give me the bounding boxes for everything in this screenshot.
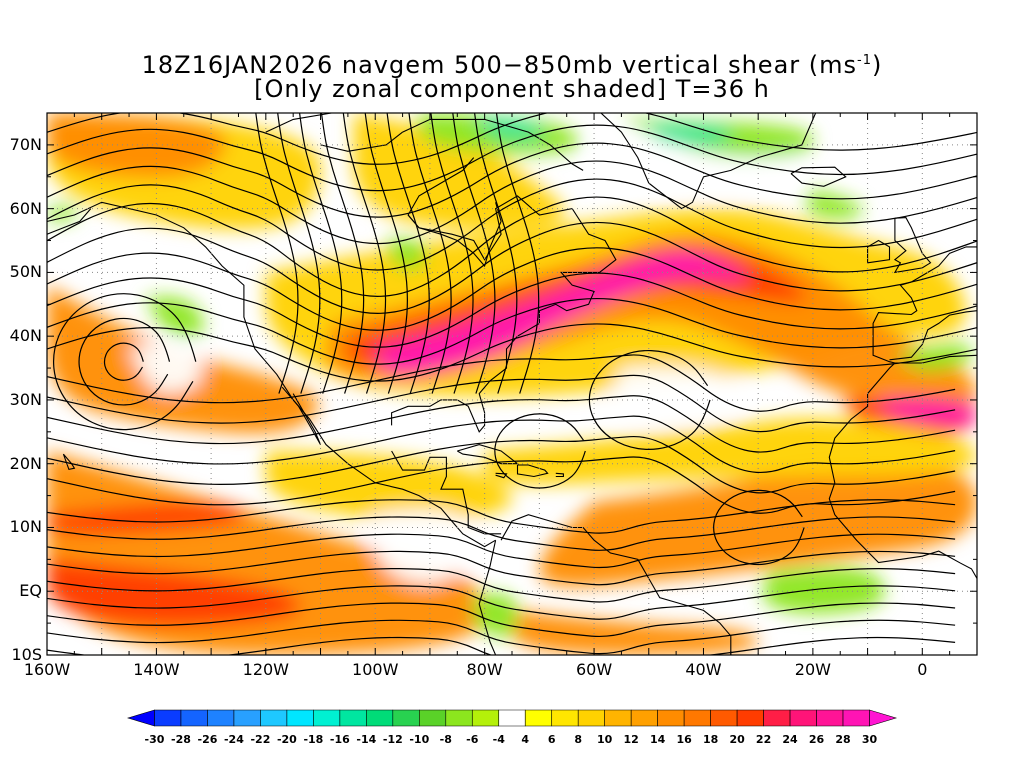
colorbar-swatch xyxy=(498,709,526,727)
colorbar-swatch xyxy=(710,709,738,727)
longitude-label: 60W xyxy=(575,660,613,679)
colorbar-tick-label: 20 xyxy=(729,733,745,746)
colorbar-swatch xyxy=(339,709,367,727)
colorbar-swatch xyxy=(471,709,500,727)
colorbar xyxy=(126,709,898,727)
colorbar-tick-label: -24 xyxy=(223,733,244,746)
colorbar-tick-label: -14 xyxy=(356,733,377,746)
longitude-label: 140W xyxy=(133,660,180,679)
colorbar-tick-label: 24 xyxy=(782,733,798,746)
colorbar-swatch xyxy=(789,709,817,727)
latitude-label: 10N xyxy=(9,517,42,537)
map-title-line-1: 18Z16JAN2026 navgem 500−850mb vertical s… xyxy=(141,51,883,79)
colorbar-tick-label: -30 xyxy=(144,733,165,746)
shading-layer xyxy=(47,113,977,655)
longitude-label: 40W xyxy=(685,660,722,679)
streamlines xyxy=(47,113,977,655)
colorbar-swatch xyxy=(763,709,791,727)
colorbar-tick-label: -10 xyxy=(409,733,430,746)
colorbar-swatch xyxy=(180,709,208,727)
latitude-label: 50N xyxy=(9,262,42,282)
colorbar-swatch xyxy=(126,709,155,727)
latitude-label: 40N xyxy=(9,326,42,346)
colorbar-swatch xyxy=(683,709,711,727)
colorbar-tick-label: 22 xyxy=(755,733,772,746)
longitude-label: 100W xyxy=(352,660,399,679)
colorbar-swatch xyxy=(630,709,658,727)
longitude-label: 0 xyxy=(917,660,928,679)
colorbar-tick-label: 18 xyxy=(702,733,719,746)
colorbar-swatch xyxy=(736,709,764,727)
colorbar-tick-label: 6 xyxy=(547,733,556,746)
colorbar-tick-label: 8 xyxy=(574,733,583,746)
colorbar-swatch xyxy=(419,709,447,727)
longitude-label: 120W xyxy=(242,660,289,679)
colorbar-tick-label: -4 xyxy=(492,733,505,746)
map-title-line-2: [Only zonal component shaded] T=36 h xyxy=(254,75,770,103)
colorbar-swatch xyxy=(816,709,844,727)
colorbar-swatch xyxy=(154,709,182,727)
colorbar-tick-label: 12 xyxy=(623,733,639,746)
longitude-label: 20W xyxy=(794,660,831,679)
latitude-label: 20N xyxy=(9,453,42,473)
colorbar-swatch xyxy=(445,709,473,727)
colorbar-swatch xyxy=(286,709,314,727)
longitude-label: 160W xyxy=(23,660,71,679)
colorbar-swatch xyxy=(207,709,235,727)
colorbar-swatch xyxy=(604,709,632,727)
colorbar-swatch xyxy=(551,709,579,727)
colorbar-tick-label: 14 xyxy=(649,733,666,746)
colorbar-swatch xyxy=(366,709,394,727)
longitude-label: 80W xyxy=(466,660,503,679)
colorbar-swatch xyxy=(313,709,341,727)
colorbar-tick-label: 30 xyxy=(861,733,878,746)
colorbar-swatch xyxy=(869,709,898,727)
colorbar-swatch xyxy=(577,709,605,727)
colorbar-tick-label: -12 xyxy=(382,733,403,746)
colorbar-swatch xyxy=(260,709,288,727)
colorbar-tick-label: -16 xyxy=(329,733,350,746)
colorbar-tick-label: -8 xyxy=(439,733,452,746)
colorbar-tick-label: -28 xyxy=(171,733,191,746)
colorbar-swatch xyxy=(524,709,553,727)
colorbar-swatch xyxy=(392,709,420,727)
latitude-label: 70N xyxy=(9,134,42,154)
colorbar-tick-label: 10 xyxy=(597,733,613,746)
colorbar-tick-label: -26 xyxy=(197,733,218,746)
colorbar-tick-label: 4 xyxy=(521,733,530,746)
colorbar-tick-label: -6 xyxy=(466,733,479,746)
colorbar-tick-label: 28 xyxy=(835,733,851,746)
colorbar-swatch xyxy=(233,709,261,727)
latitude-label: EQ xyxy=(19,581,42,601)
latitude-label: 60N xyxy=(9,198,42,218)
colorbar-swatch xyxy=(842,709,870,727)
colorbar-swatch xyxy=(657,709,685,727)
colorbar-tick-label: -22 xyxy=(250,733,271,746)
colorbar-tick-label: -20 xyxy=(276,733,297,746)
latitude-label: 10S xyxy=(11,645,42,664)
latitude-label: 30N xyxy=(9,389,42,409)
colorbar-tick-label: -18 xyxy=(303,733,324,746)
coastlines xyxy=(47,113,977,655)
colorbar-tick-label: 26 xyxy=(808,733,825,746)
colorbar-tick-label: 16 xyxy=(676,733,692,746)
